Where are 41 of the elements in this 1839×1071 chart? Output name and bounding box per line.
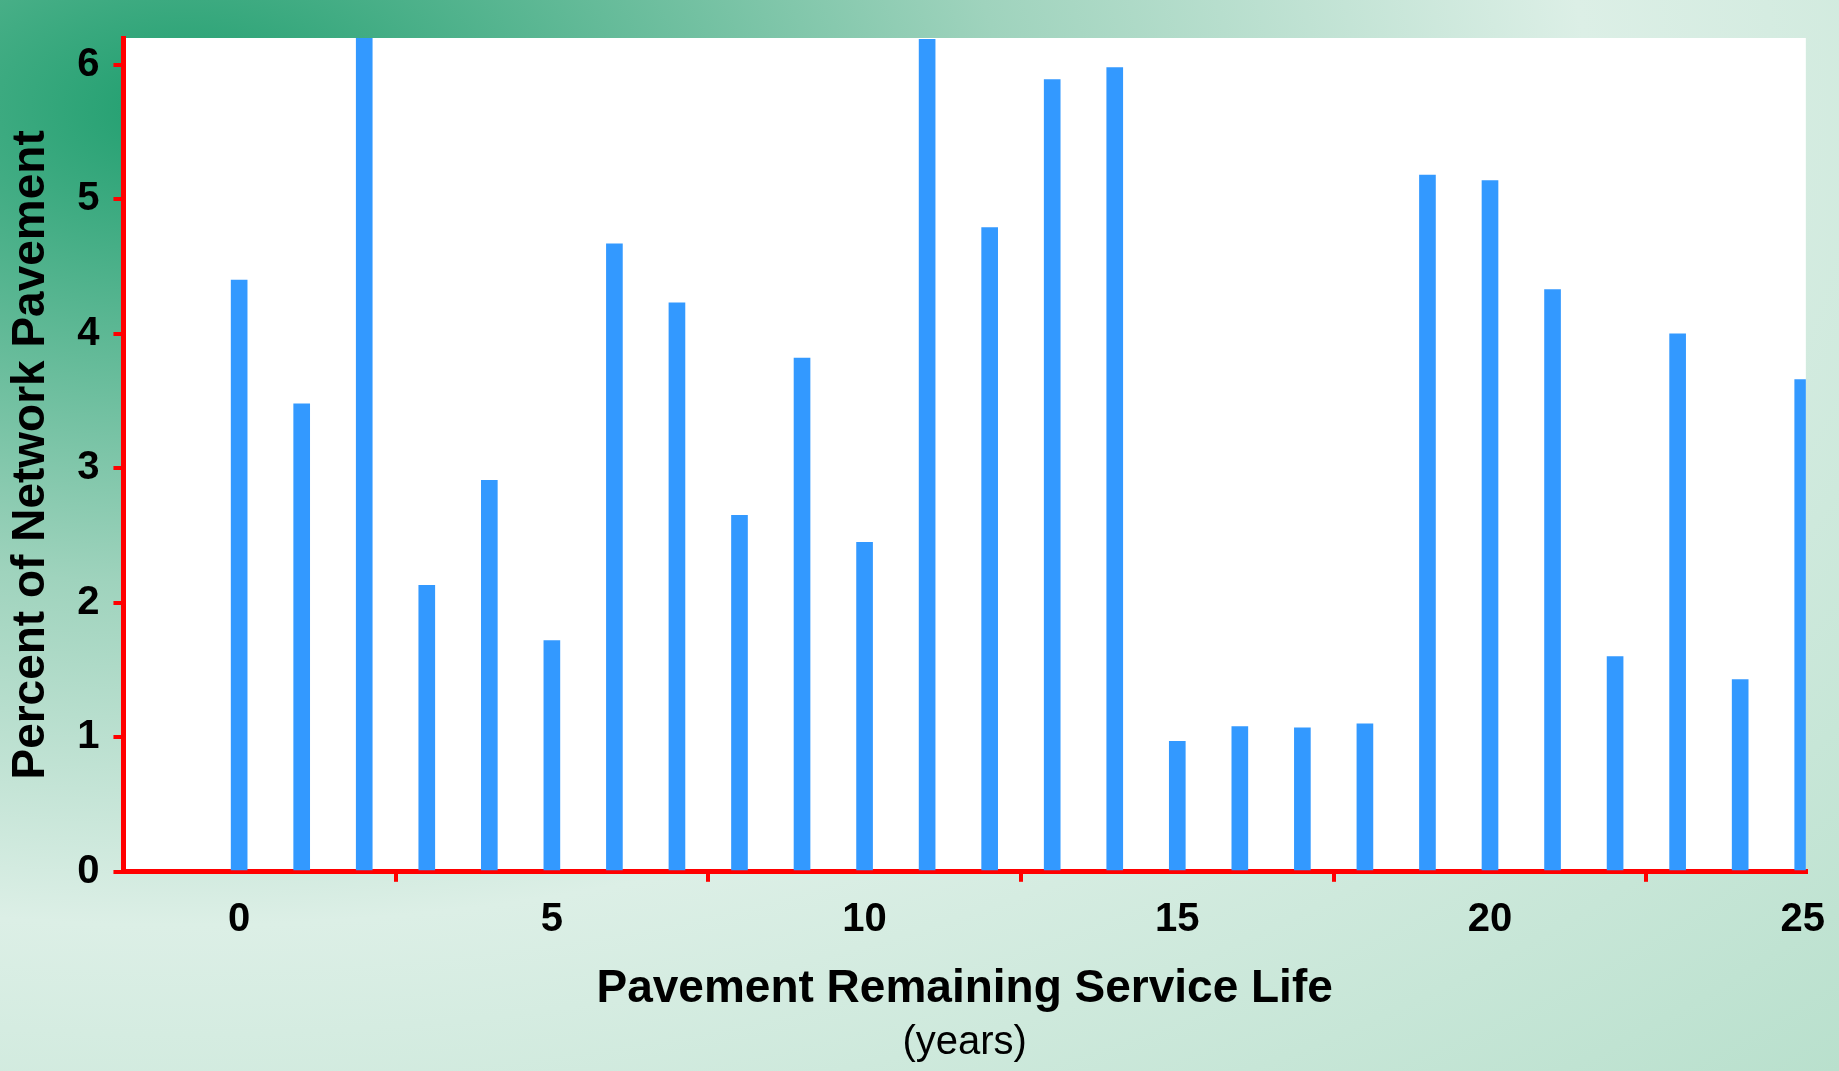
y-tick-label: 3 [77,443,100,488]
bar [418,585,436,871]
bar [293,403,311,871]
y-tick-label: 1 [77,712,100,757]
bar [1419,174,1436,871]
bar [1731,679,1749,871]
x-tick-label: 20 [1467,894,1513,939]
x-tick-label: 5 [540,894,563,939]
x-tick-label: 15 [1155,894,1200,939]
bar [230,279,248,871]
bar [981,227,998,871]
bar [480,480,498,871]
bar [1231,726,1249,871]
y-tick-label: 0 [77,846,100,891]
bar [1481,180,1499,871]
bar [1168,741,1186,871]
bar [1669,333,1686,871]
bar [731,515,748,871]
bar [1294,727,1311,871]
text: (years) [902,1018,1027,1063]
y-tick-label: 6 [77,39,100,84]
y-tick-label: 5 [77,174,100,219]
bar [918,39,936,871]
bar [668,302,686,871]
y-axis-title: Percent of Network Pavement [2,130,55,780]
x-axis-title: Pavement Remaining Service Life [596,960,1333,1013]
bar [1356,723,1374,871]
bar [1606,656,1624,871]
bar [1043,79,1061,871]
x-tick-label: 25 [1780,894,1825,939]
bar [1106,67,1124,871]
x-tick-label: 0 [228,894,251,939]
bar [355,38,373,871]
bar [606,243,623,871]
bar [543,640,561,871]
y-tick-label: 2 [77,577,100,622]
x-tick-label: 10 [842,894,887,939]
bar [1544,289,1561,871]
bar [856,541,873,871]
y-tick-label: 4 [77,308,101,353]
bar [793,357,811,871]
